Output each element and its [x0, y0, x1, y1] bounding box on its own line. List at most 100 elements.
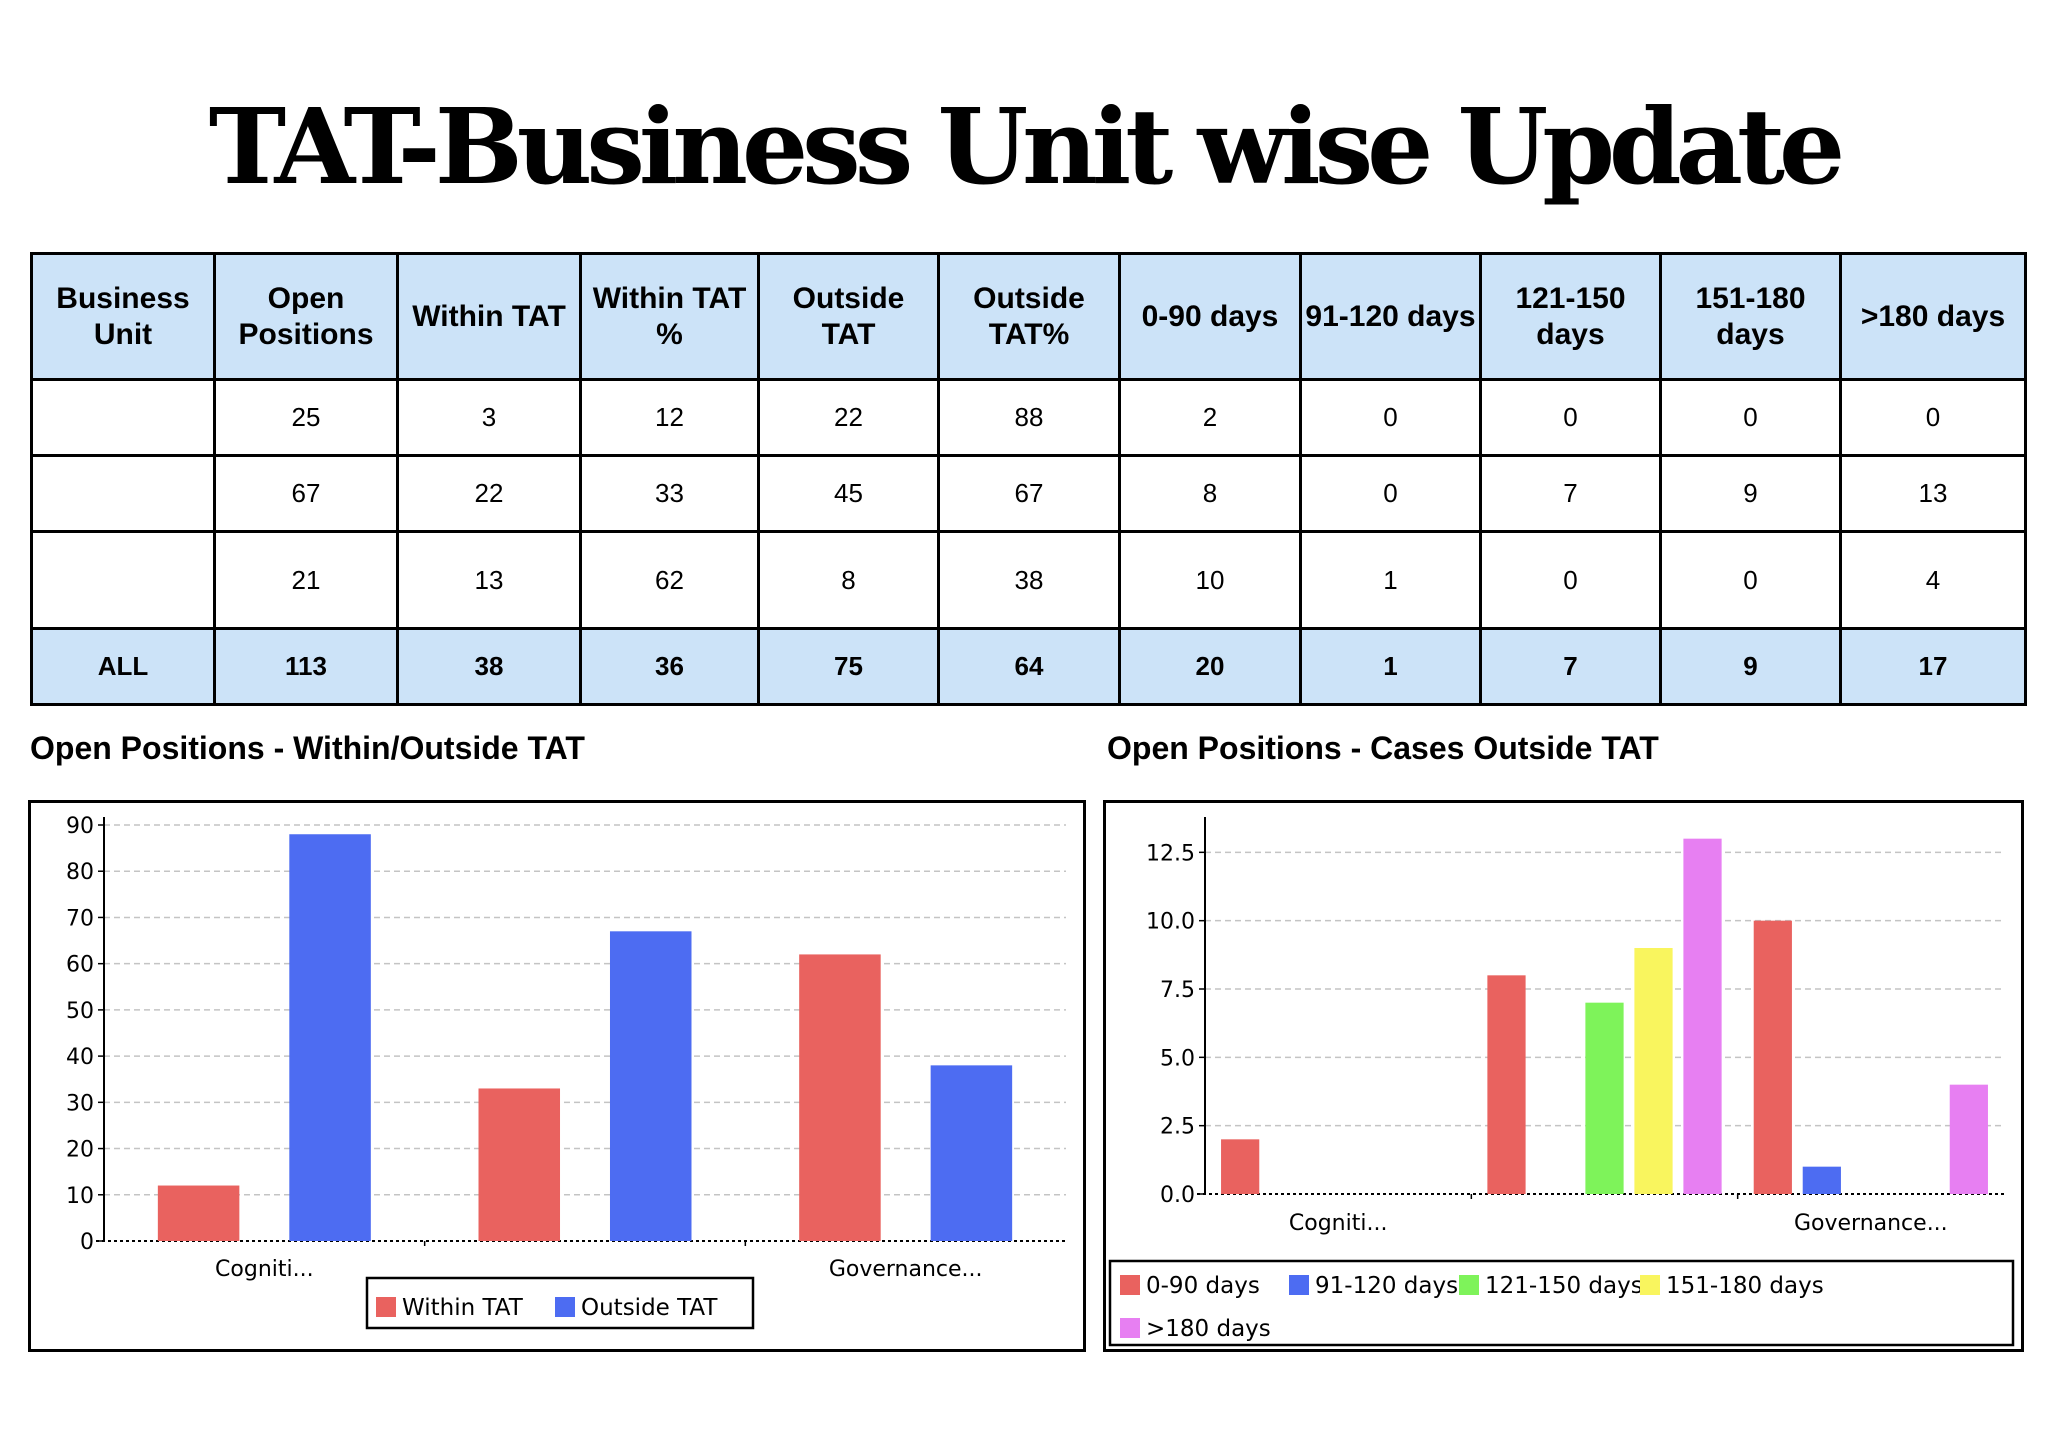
table-cell: 20: [1118, 627, 1302, 706]
legend-label: >180 days: [1146, 1316, 1271, 1342]
table-cell: 8: [1118, 454, 1302, 533]
table-cell: 38: [396, 627, 582, 706]
legend-swatch: [1120, 1275, 1140, 1295]
page-title: TAT-Business Unit wise Update: [208, 85, 1845, 208]
bar: [1634, 948, 1673, 1194]
table-cell: 21: [213, 530, 399, 630]
y-tick-label: 10: [66, 1184, 94, 1209]
bar: [1221, 1139, 1260, 1194]
table-cell: 13: [1839, 454, 2027, 533]
bar: [930, 1065, 1013, 1241]
y-tick-label: 12.5: [1146, 841, 1195, 866]
bar: [289, 834, 371, 1241]
table-cell: 36: [579, 627, 760, 706]
table-cell: 3: [396, 378, 582, 457]
legend-swatch: [1640, 1275, 1660, 1295]
table-header-row: Business Unit Open Positions Within TAT …: [30, 252, 2027, 381]
header-91-120-days: 91-120 days: [1299, 252, 1482, 381]
y-tick-label: 5.0: [1160, 1046, 1195, 1071]
header-over-180-days: >180 days: [1839, 252, 2027, 381]
header-121-150-days: 121-150 days: [1479, 252, 1662, 381]
chart-1-panel: 0 10 20 30 40 50 60 70 80 90 Cogniti... Governance.…: [28, 800, 1086, 1352]
table-cell: 12: [579, 378, 760, 457]
table-cell: 38: [937, 530, 1121, 630]
table-row: 25 3 12 22 88 2 0 0 0 0: [30, 378, 2027, 457]
header-within-tat-pct: Within TAT %: [579, 252, 760, 381]
table-cell: 17: [1839, 627, 2027, 706]
x-tick-label: Cogniti...: [1289, 1211, 1388, 1236]
legend-label: 151-180 days: [1666, 1273, 1824, 1299]
header-outside-tat-pct: Outside TAT%: [937, 252, 1121, 381]
table-cell: 88: [937, 378, 1121, 457]
chart-1-title: Open Positions - Within/Outside TAT: [30, 730, 585, 766]
y-tick-label: 10.0: [1146, 910, 1195, 935]
table-cell: 33: [579, 454, 760, 533]
y-tick-label: 40: [66, 1045, 94, 1070]
table-cell: 67: [213, 454, 399, 533]
table-cell: 64: [937, 627, 1121, 706]
y-tick-label: 7.5: [1160, 978, 1195, 1003]
table-cell: 7: [1479, 627, 1662, 706]
header-within-tat: Within TAT: [396, 252, 582, 381]
table-cell: 7: [1479, 454, 1662, 533]
table-cell: ALL: [30, 627, 216, 706]
table-total-row: ALL 113 38 36 75 64 20 1 7 9 17: [30, 627, 2027, 706]
x-tick-label: Governance...: [1794, 1211, 1948, 1236]
table-cell: 25: [213, 378, 399, 457]
within-outside-tat-chart: 0 10 20 30 40 50 60 70 80 90 Cogniti... Governance.…: [66, 814, 1066, 1330]
table-cell: 62: [579, 530, 760, 630]
table-cell: 75: [757, 627, 940, 706]
legend-label: 121-150 days: [1485, 1273, 1643, 1299]
legend-label: Outside TAT: [581, 1295, 718, 1321]
legend-swatch: [1459, 1275, 1479, 1295]
legend-box: [1108, 1259, 2015, 1347]
legend-label: 91-120 days: [1315, 1273, 1458, 1299]
header-151-180-days: 151-180 days: [1659, 252, 1842, 381]
y-tick-label: 50: [66, 999, 94, 1024]
table-cell: 67: [937, 454, 1121, 533]
chart-2-title: Open Positions - Cases Outside TAT: [1107, 730, 1659, 766]
header-0-90-days: 0-90 days: [1118, 252, 1302, 381]
table-cell: 9: [1659, 454, 1842, 533]
table-cell: 113: [213, 627, 399, 706]
bar: [1753, 920, 1792, 1194]
table-cell: [30, 530, 216, 630]
table-cell: 10: [1118, 530, 1302, 630]
chart-2-panel: 0.0 2.5 5.0 7.5 10.0 12.5 Cogniti... Governance…: [1103, 800, 2024, 1352]
y-tick-label: 60: [66, 953, 94, 978]
bar: [157, 1185, 240, 1241]
bar: [609, 931, 692, 1241]
bar: [478, 1088, 561, 1241]
table-cell: 1: [1299, 627, 1482, 706]
header-outside-tat: Outside TAT: [757, 252, 940, 381]
header-business-unit: Business Unit: [30, 252, 216, 381]
table-cell: 0: [1479, 378, 1662, 457]
table-cell: 22: [757, 378, 940, 457]
y-tick-label: 0.0: [1160, 1183, 1195, 1208]
y-tick-label: 20: [66, 1138, 94, 1163]
table-row: 21 13 62 8 38 10 1 0 0 4: [30, 530, 2027, 630]
header-open-positions: Open Positions: [213, 252, 399, 381]
bar: [1487, 975, 1526, 1194]
table-cell: 1: [1299, 530, 1482, 630]
y-tick-label: 70: [66, 906, 94, 931]
cases-outside-tat-chart: 0.0 2.5 5.0 7.5 10.0 12.5 Cogniti... Governance…: [1108, 817, 2015, 1347]
legend-swatch: [555, 1297, 575, 1317]
table-cell: 45: [757, 454, 940, 533]
table-cell: 0: [1659, 530, 1842, 630]
tat-table: Business Unit Open Positions Within TAT …: [30, 252, 2027, 706]
legend-swatch: [1120, 1318, 1140, 1338]
table-cell: 9: [1659, 627, 1842, 706]
table-cell: 8: [757, 530, 940, 630]
table-cell: 0: [1659, 378, 1842, 457]
bar: [799, 954, 881, 1241]
bar: [1802, 1166, 1841, 1194]
legend-label: Within TAT: [402, 1295, 524, 1321]
x-tick-label: Governance...: [829, 1257, 983, 1282]
bar: [1683, 838, 1722, 1194]
y-tick-label: 2.5: [1160, 1115, 1195, 1140]
table-cell: 0: [1299, 454, 1482, 533]
x-tick-label: Cogniti...: [215, 1257, 314, 1282]
legend-swatch: [376, 1297, 396, 1317]
table-cell: 13: [396, 530, 582, 630]
